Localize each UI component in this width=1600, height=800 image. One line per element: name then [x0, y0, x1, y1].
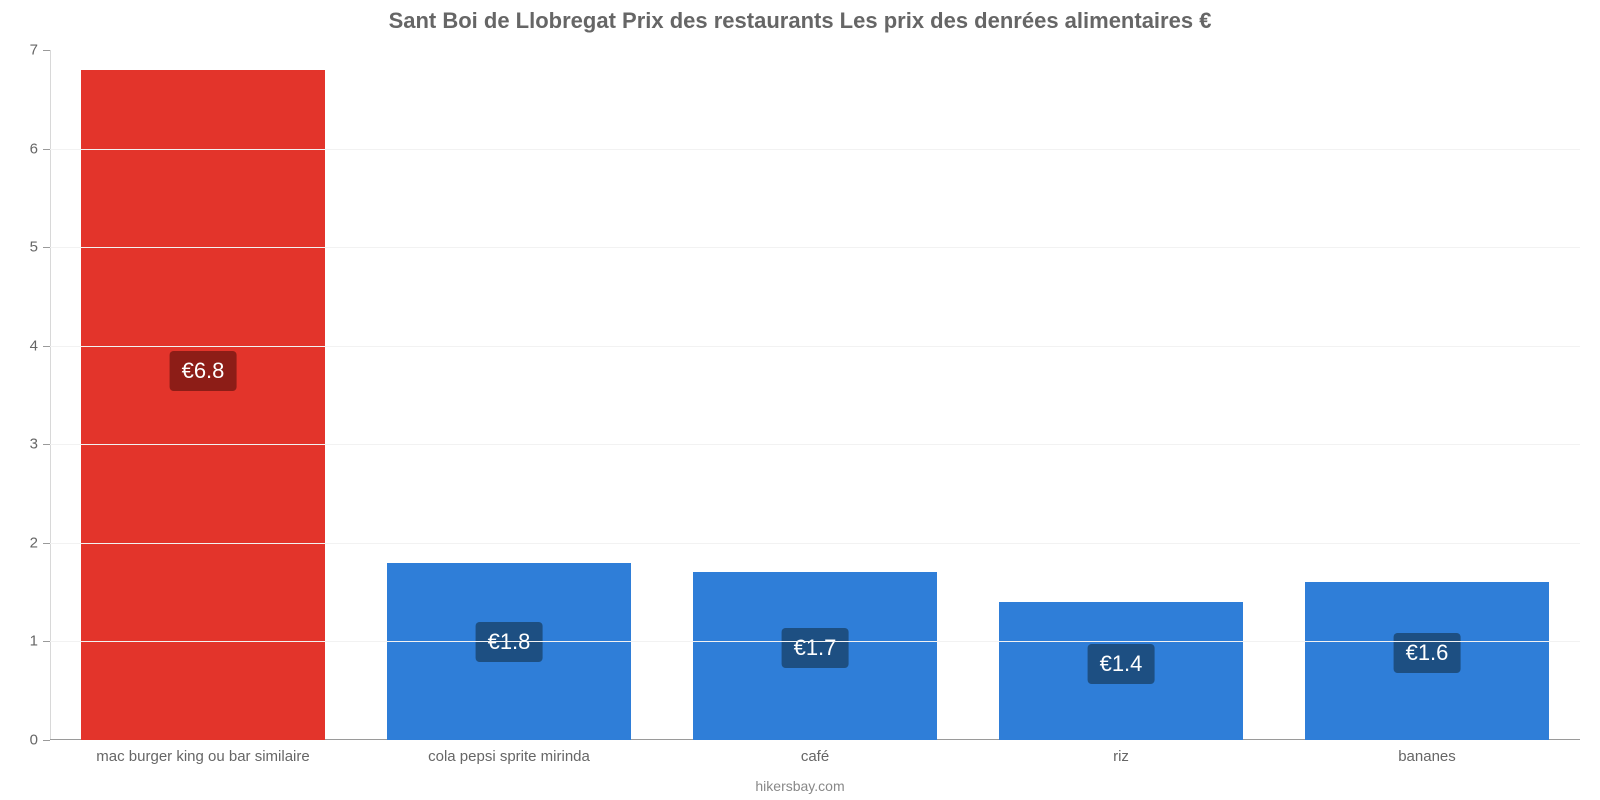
y-tick	[43, 149, 50, 150]
plot-area: €6.8€1.8€1.7€1.4€1.6 01234567mac burger …	[50, 50, 1580, 740]
bar-value-label: €6.8	[170, 351, 237, 391]
y-tick	[43, 50, 50, 51]
y-tick	[43, 740, 50, 741]
y-tick-label: 1	[10, 633, 38, 650]
grid-line	[50, 346, 1580, 347]
x-tick-label: riz	[1113, 748, 1129, 765]
grid-line	[50, 149, 1580, 150]
price-chart: Sant Boi de Llobregat Prix des restauran…	[0, 0, 1600, 800]
bar-value-label: €1.7	[782, 628, 849, 668]
bar-value-label: €1.4	[1088, 644, 1155, 684]
y-tick-label: 0	[10, 732, 38, 749]
y-tick	[43, 641, 50, 642]
x-tick-label: café	[801, 748, 829, 765]
y-tick	[43, 444, 50, 445]
y-tick	[43, 543, 50, 544]
y-tick	[43, 247, 50, 248]
bar	[81, 70, 326, 740]
y-tick-label: 2	[10, 534, 38, 551]
y-tick-label: 3	[10, 436, 38, 453]
x-tick-label: mac burger king ou bar similaire	[96, 748, 309, 765]
chart-title: Sant Boi de Llobregat Prix des restauran…	[0, 8, 1600, 34]
grid-line	[50, 247, 1580, 248]
bar-value-label: €1.6	[1394, 633, 1461, 673]
grid-line	[50, 444, 1580, 445]
y-tick-label: 5	[10, 239, 38, 256]
y-tick-label: 7	[10, 42, 38, 59]
y-tick-label: 4	[10, 337, 38, 354]
x-tick-label: cola pepsi sprite mirinda	[428, 748, 590, 765]
bars-container: €6.8€1.8€1.7€1.4€1.6	[50, 50, 1580, 740]
chart-footer: hikersbay.com	[0, 778, 1600, 794]
y-tick	[43, 346, 50, 347]
y-tick-label: 6	[10, 140, 38, 157]
grid-line	[50, 641, 1580, 642]
x-tick-label: bananes	[1398, 748, 1456, 765]
grid-line	[50, 543, 1580, 544]
